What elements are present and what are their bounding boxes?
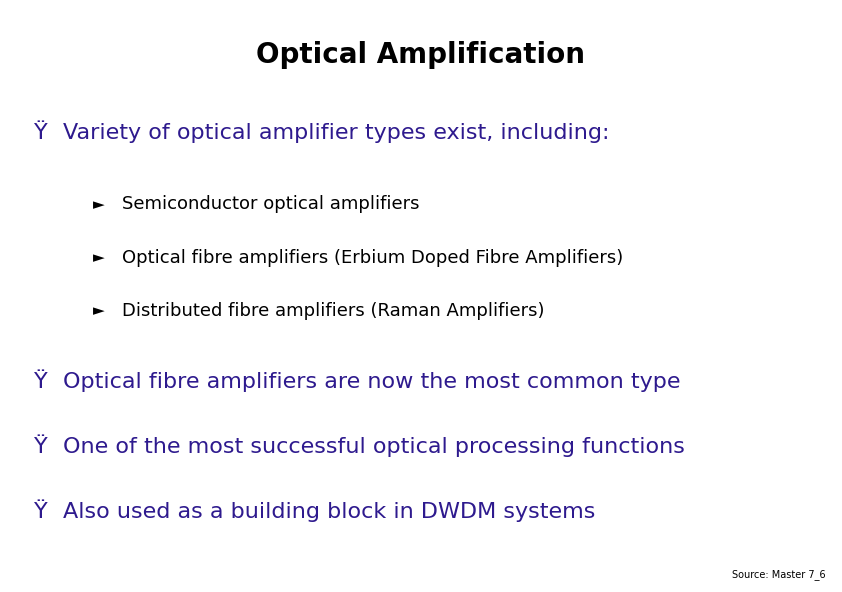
Text: Optical fibre amplifiers (Erbium Doped Fibre Amplifiers): Optical fibre amplifiers (Erbium Doped F…	[122, 249, 623, 266]
Text: Distributed fibre amplifiers (Raman Amplifiers): Distributed fibre amplifiers (Raman Ampl…	[122, 302, 545, 320]
Text: ►: ►	[93, 250, 104, 265]
Text: ►: ►	[93, 197, 104, 212]
Text: Also used as a building block in DWDM systems: Also used as a building block in DWDM sy…	[63, 502, 595, 522]
Text: Ÿ: Ÿ	[34, 123, 47, 143]
Text: ►: ►	[93, 303, 104, 318]
Text: Semiconductor optical amplifiers: Semiconductor optical amplifiers	[122, 195, 419, 213]
Text: One of the most successful optical processing functions: One of the most successful optical proce…	[63, 437, 685, 457]
Text: Optical fibre amplifiers are now the most common type: Optical fibre amplifiers are now the mos…	[63, 372, 680, 392]
Text: Source: Master 7_6: Source: Master 7_6	[732, 570, 825, 580]
Text: Variety of optical amplifier types exist, including:: Variety of optical amplifier types exist…	[63, 123, 610, 143]
Text: Ÿ: Ÿ	[34, 372, 47, 392]
Text: Ÿ: Ÿ	[34, 437, 47, 457]
Text: Ÿ: Ÿ	[34, 502, 47, 522]
Text: Optical Amplification: Optical Amplification	[257, 41, 585, 69]
